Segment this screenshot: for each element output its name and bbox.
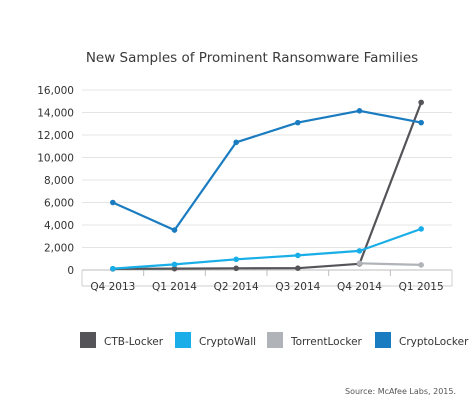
source-note: Source: McAfee Labs, 2015. — [345, 387, 456, 396]
data-point-ctb-locker — [418, 99, 424, 106]
data-point-ctb-locker — [295, 265, 301, 272]
y-tick-label: 14,000 — [37, 108, 74, 120]
data-point-cryptolocker — [171, 227, 178, 233]
data-point-cryptowall — [233, 256, 239, 263]
y-axis-ticks: 0 2,000 4,000 6,000 8,000 10,000 12,000 14,000 1… — [37, 85, 74, 277]
y-tick-label: 16,000 — [37, 85, 74, 97]
y-tick-label: 8,000 — [44, 175, 74, 187]
series-line-cryptolocker — [111, 109, 423, 232]
legend-swatch-cryptolocker — [375, 332, 391, 348]
x-tick-label: Q3 2014 — [275, 281, 320, 293]
x-axis: Q4 2013 Q1 2014 Q2 2014 Q3 2014 Q4 2014 Q1 20… — [81, 269, 453, 293]
y-tick-label: 6,000 — [44, 198, 74, 210]
x-tick-label: Q4 2014 — [337, 281, 382, 293]
series-line-torrentlocker — [358, 262, 423, 266]
chart-title: New Samples of Prominent Ransomware Fami… — [86, 50, 418, 66]
legend-swatch-torrentlocker — [267, 332, 283, 348]
x-tick-label: Q4 2013 — [90, 281, 135, 293]
data-point-cryptolocker — [418, 119, 424, 126]
data-point-cryptolocker — [295, 119, 301, 126]
data-point-cryptowall — [171, 261, 178, 268]
y-tick-label: 2,000 — [44, 243, 74, 255]
legend-label-torrentlocker: TorrentLocker — [290, 336, 363, 348]
legend-label-ctb-locker: CTB-Locker — [104, 336, 164, 348]
x-tick-label: Q1 2014 — [152, 281, 197, 293]
data-point-cryptolocker — [356, 108, 363, 114]
x-tick-label: Q2 2014 — [214, 281, 259, 293]
series-line-cryptowall — [111, 227, 423, 270]
series-lines — [111, 101, 423, 270]
legend-swatch-ctb-locker — [80, 332, 96, 348]
data-point-cryptowall — [110, 265, 116, 272]
series-points — [110, 99, 424, 272]
data-point-torrentlocker — [356, 260, 363, 267]
y-tick-label: 4,000 — [44, 220, 74, 232]
data-point-ctb-locker — [233, 265, 239, 272]
series-line-ctb-locker — [111, 101, 423, 270]
legend-swatch-cryptowall — [175, 332, 191, 348]
legend-label-cryptowall: CryptoWall — [199, 336, 256, 348]
data-point-cryptowall — [418, 226, 424, 232]
data-point-cryptowall — [356, 248, 363, 254]
legend: CTB-Locker CryptoWall TorrentLocker CryptoL… — [80, 332, 469, 348]
y-tick-label: 0 — [67, 265, 74, 277]
legend-label-cryptolocker: CryptoLocker — [399, 336, 469, 348]
gridlines — [82, 89, 452, 248]
data-point-cryptolocker — [233, 139, 239, 146]
y-tick-label: 12,000 — [37, 130, 74, 142]
data-point-torrentlocker — [418, 262, 424, 268]
data-point-cryptolocker — [110, 199, 116, 206]
y-tick-label: 10,000 — [37, 153, 74, 165]
data-point-cryptowall — [295, 252, 301, 259]
data-point-ctb-locker — [171, 265, 178, 272]
x-tick-label: Q1 2015 — [399, 281, 444, 293]
